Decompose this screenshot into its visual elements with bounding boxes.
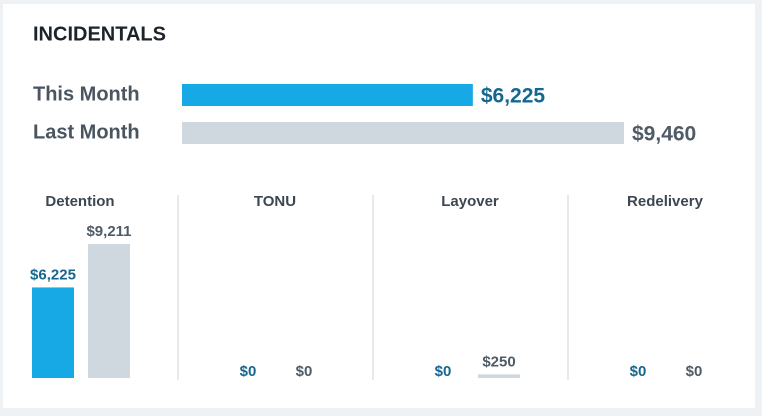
bar	[88, 244, 130, 378]
value-label: $0	[630, 363, 647, 380]
bar	[182, 122, 624, 144]
value-label: $0	[296, 363, 313, 380]
chart-title: INCIDENTALS	[33, 23, 166, 45]
category-label: This Month	[33, 83, 140, 105]
value-label: $0	[435, 363, 452, 380]
panel-title: Redelivery	[627, 193, 704, 210]
panel-title: Detention	[45, 193, 114, 210]
panel-title: Layover	[441, 193, 499, 210]
value-label: $250	[482, 353, 515, 370]
value-label: $6,225	[481, 85, 546, 108]
bar	[182, 84, 473, 106]
value-label: $9,460	[632, 123, 696, 146]
value-label: $9,211	[86, 223, 131, 240]
panel-title: TONU	[254, 193, 296, 210]
value-label: $0	[240, 363, 257, 380]
value-label: $6,225	[30, 266, 76, 283]
bar	[32, 287, 74, 378]
value-label: $0	[686, 363, 703, 380]
bar	[478, 374, 520, 378]
category-label: Last Month	[33, 121, 140, 143]
